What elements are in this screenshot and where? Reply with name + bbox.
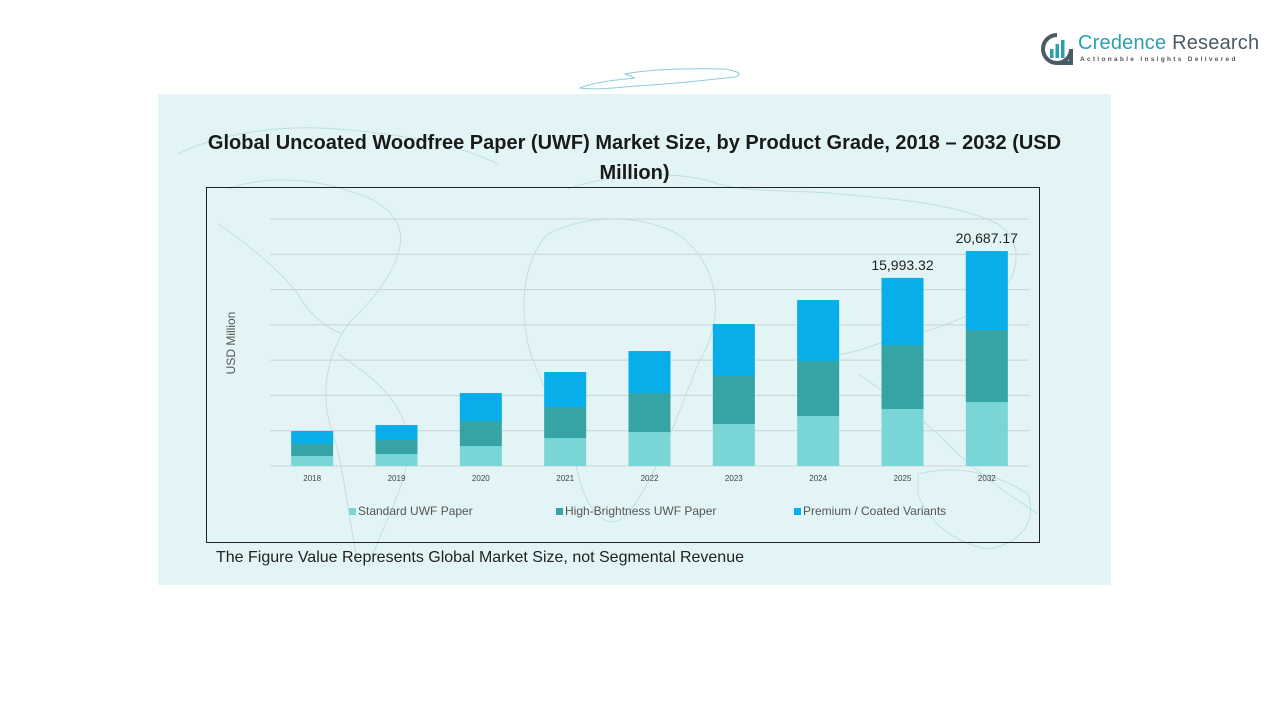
legend-swatch-1 — [556, 508, 563, 515]
x-tick-label: 2020 — [472, 474, 490, 483]
logo-chart-icon — [1041, 33, 1073, 65]
chart-title: Global Uncoated Woodfree Paper (UWF) Mar… — [158, 128, 1111, 188]
bar-segment-standard-uwf-paper-2025 — [881, 409, 924, 466]
bar-segment-standard-uwf-paper-2023 — [712, 424, 755, 466]
x-tick-label: 2021 — [556, 474, 574, 483]
data-label-2032: 20,687.17 — [956, 230, 1018, 246]
bar-segment-standard-uwf-paper-2020 — [459, 446, 502, 466]
bar-segment-high-brightness-uwf-paper-2032 — [965, 330, 1008, 403]
stacked-bar-chart: 2018 2019 2020 2021 2022 2023 2024 2025 2032 15,… — [224, 218, 1029, 518]
bar-segment-high-brightness-uwf-paper-2021 — [544, 407, 587, 439]
chart-panel: Global Uncoated Woodfree Paper (UWF) Mar… — [158, 94, 1111, 585]
bar-segment-standard-uwf-paper-2019 — [375, 454, 418, 466]
legend-label-0: Standard UWF Paper — [358, 504, 473, 518]
bar-segment-standard-uwf-paper-2018 — [291, 456, 334, 466]
island-outline-decoration — [578, 68, 740, 90]
bar-segment-high-brightness-uwf-paper-2020 — [459, 421, 502, 447]
bar-segment-standard-uwf-paper-2021 — [544, 438, 587, 466]
data-label-2025: 15,993.32 — [871, 257, 933, 273]
bar-segment-standard-uwf-paper-2032 — [965, 402, 1008, 466]
bar-segment-premium-coated-variants-2021 — [544, 372, 587, 408]
x-tick-label: 2018 — [303, 474, 321, 483]
bar-segment-premium-coated-variants-2019 — [375, 425, 418, 441]
y-axis-label: USD Million — [224, 312, 238, 375]
bar-segment-premium-coated-variants-2022 — [628, 351, 671, 394]
bar-segment-standard-uwf-paper-2022 — [628, 432, 671, 466]
bar-segment-high-brightness-uwf-paper-2024 — [797, 361, 840, 417]
x-tick-label: 2025 — [894, 474, 912, 483]
legend-swatch-2 — [794, 508, 801, 515]
credence-research-logo: Credence Research Actionable Insights De… — [1040, 30, 1259, 70]
x-tick-label: 2032 — [978, 474, 996, 483]
bar-segment-premium-coated-variants-2023 — [712, 324, 755, 377]
bar-segment-high-brightness-uwf-paper-2023 — [712, 376, 755, 425]
bar-segment-premium-coated-variants-2025 — [881, 277, 924, 346]
footnote: The Figure Value Represents Global Marke… — [216, 549, 744, 566]
brand-tagline: Actionable Insights Delivered — [1080, 56, 1238, 63]
bar-segment-premium-coated-variants-2024 — [797, 300, 840, 362]
x-tick-label: 2019 — [388, 474, 406, 483]
plot-area: 2018 2019 2020 2021 2022 2023 2024 2025 2032 15,… — [206, 187, 1040, 543]
bar-segment-premium-coated-variants-2032 — [965, 251, 1008, 331]
chart-title-line1: Global Uncoated Woodfree Paper (UWF) Mar… — [207, 132, 1062, 154]
bar-segment-high-brightness-uwf-paper-2019 — [375, 440, 418, 455]
x-tick-label: 2022 — [641, 474, 659, 483]
brand-name-second: Research — [1172, 32, 1260, 54]
bar-segment-high-brightness-uwf-paper-2025 — [881, 345, 924, 410]
legend-label-1: High-Brightness UWF Paper — [565, 504, 716, 518]
x-tick-label: 2024 — [809, 474, 827, 483]
bar-segment-high-brightness-uwf-paper-2018 — [291, 444, 334, 457]
chart-title-line2: Million) — [599, 162, 670, 184]
legend-swatch-0 — [349, 508, 356, 515]
brand-name-first: Credence — [1078, 32, 1167, 54]
x-tick-label: 2023 — [725, 474, 743, 483]
bar-segment-premium-coated-variants-2018 — [291, 431, 334, 445]
bar-segment-premium-coated-variants-2020 — [459, 393, 502, 422]
bar-segment-high-brightness-uwf-paper-2022 — [628, 393, 671, 433]
bar-segment-standard-uwf-paper-2024 — [797, 416, 840, 466]
legend-label-2: Premium / Coated Variants — [803, 504, 946, 518]
brand-name: Credence Research — [1078, 32, 1259, 55]
